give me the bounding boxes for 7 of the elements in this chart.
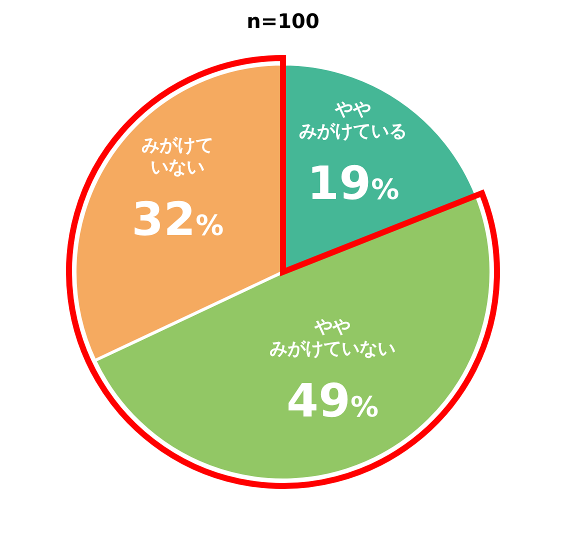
slice-label: ややみがけていない	[270, 316, 396, 360]
slice-label: みがけていない	[142, 135, 214, 178]
chart-title: n=100	[246, 9, 320, 33]
data-label: 19%	[307, 156, 400, 210]
data-label: 32%	[132, 192, 224, 246]
data-label: 49%	[286, 374, 379, 428]
slice-label: ややみがけている	[299, 98, 408, 142]
